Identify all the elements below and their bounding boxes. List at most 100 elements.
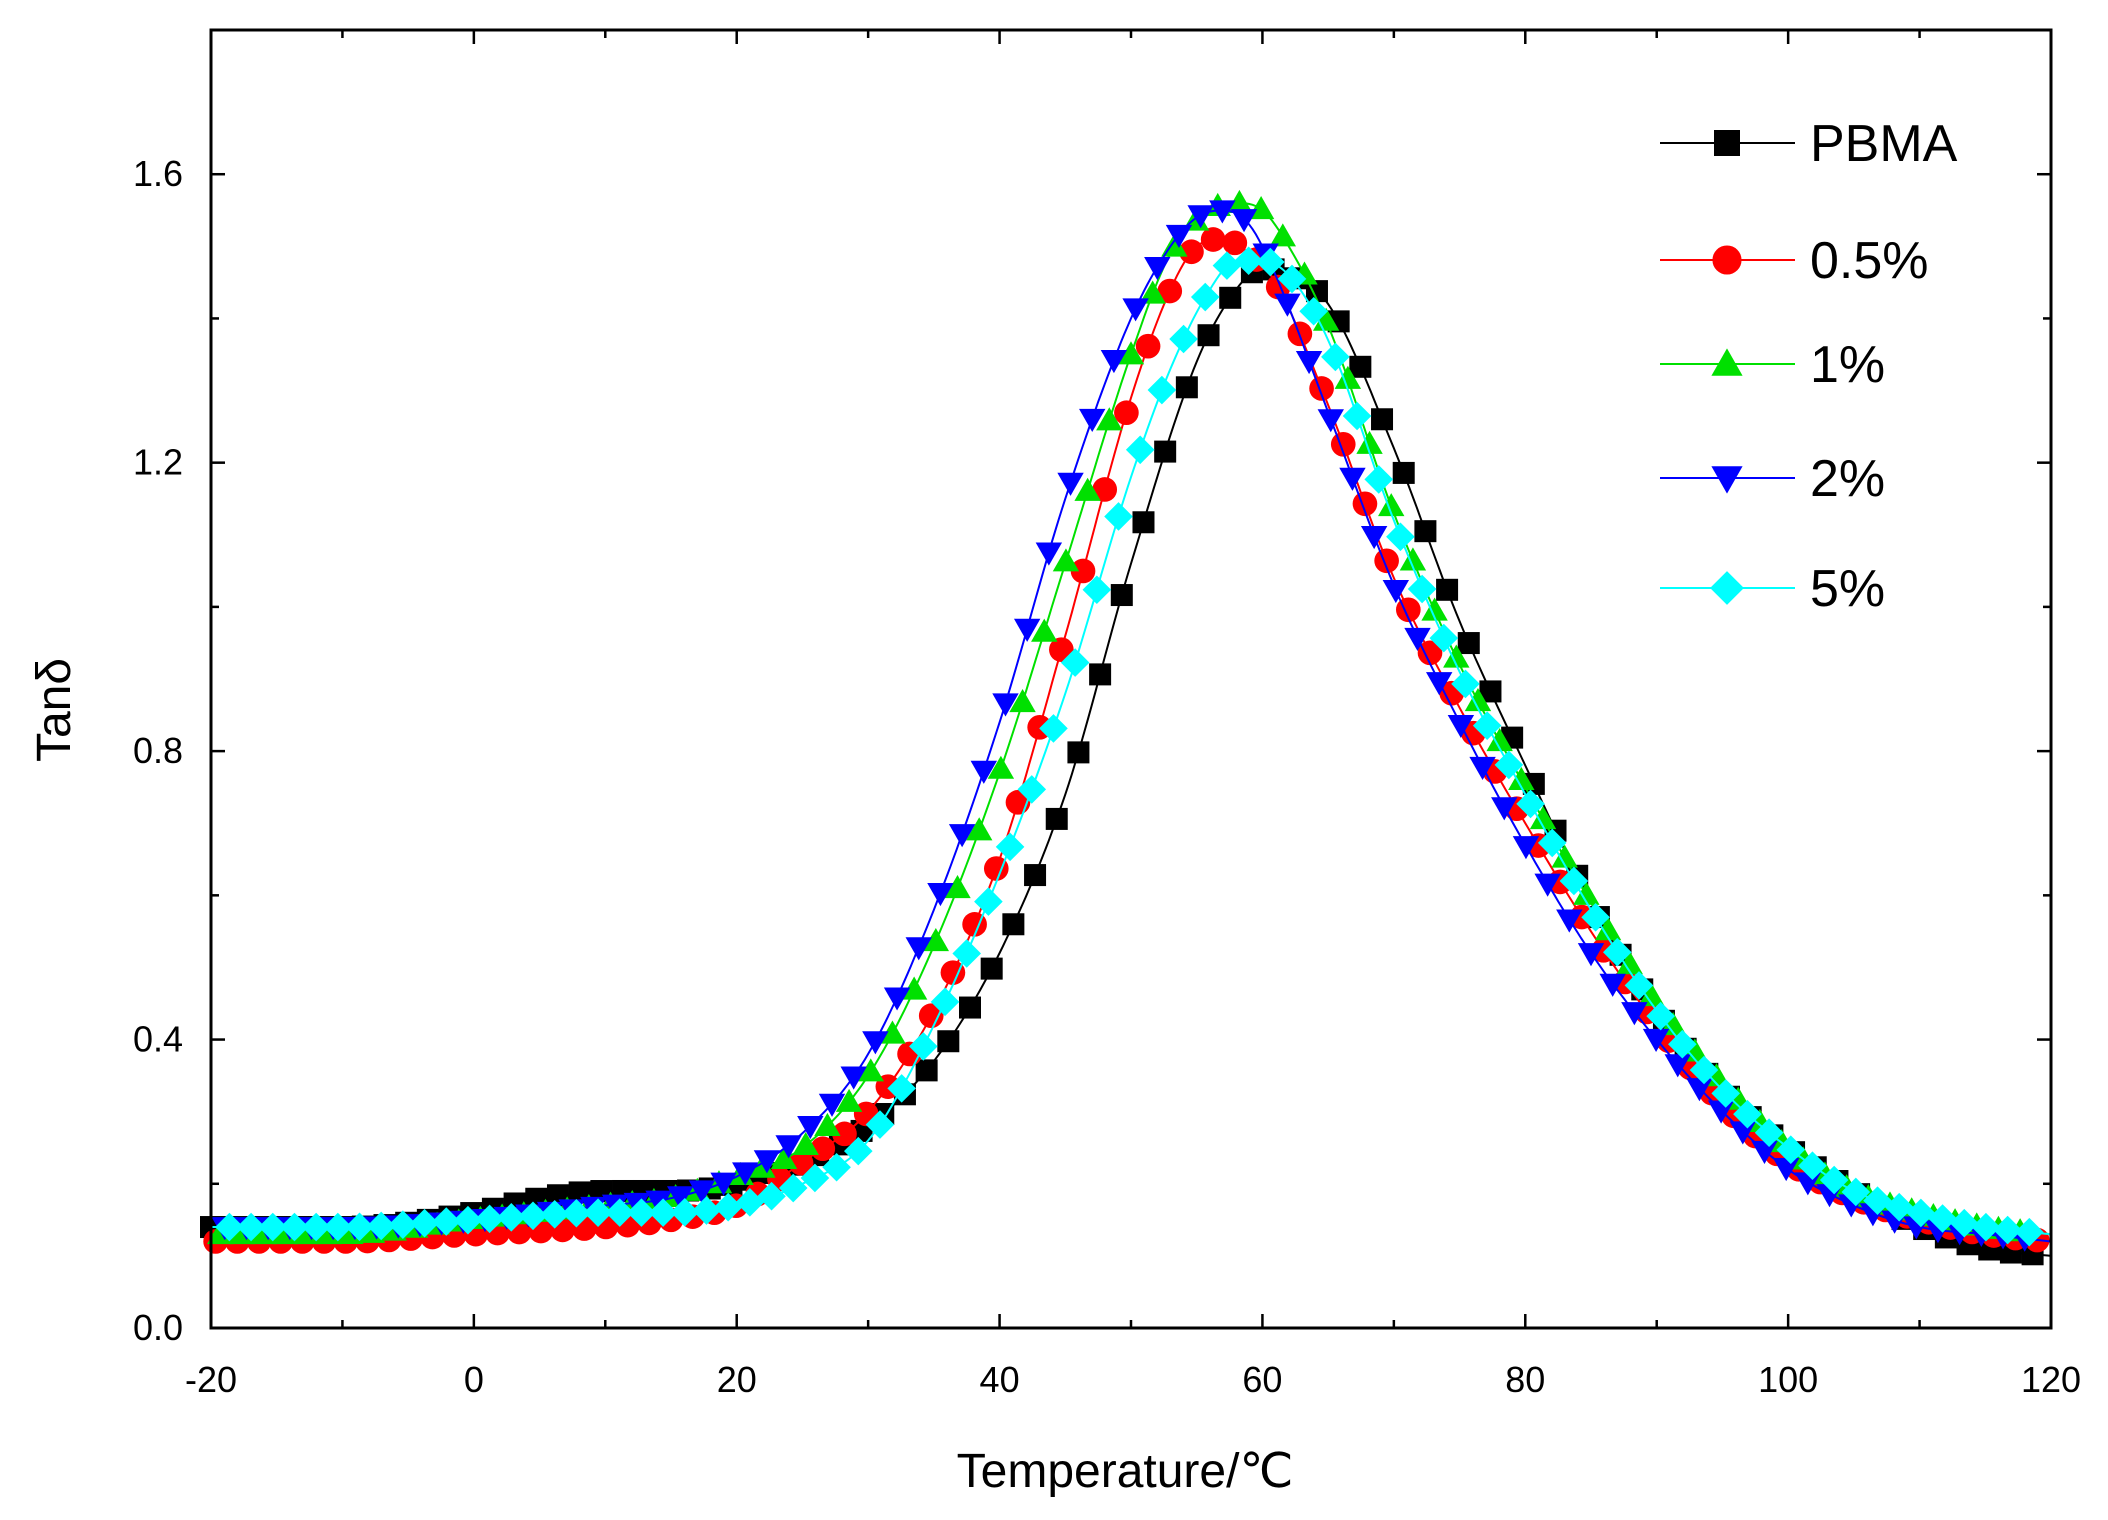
- data-point-5pct: [1776, 1135, 1806, 1165]
- data-point-5pct: [540, 1200, 569, 1229]
- data-point-5pct: [1993, 1215, 2022, 1245]
- y-axis-title: Tanδ: [28, 658, 81, 762]
- x-tick-label: 60: [1242, 1359, 1282, 1400]
- data-point-pbma: [915, 1059, 938, 1082]
- data-point-5pct: [778, 1173, 808, 1203]
- data-point-2pct: [1013, 618, 1041, 642]
- data-point-2pct: [927, 883, 954, 907]
- data-point-2pct: [1100, 350, 1128, 374]
- data-point-0-5pct: [1114, 400, 1139, 426]
- data-point-1pct: [1312, 307, 1340, 331]
- x-tick-label: 100: [1758, 1359, 1818, 1400]
- data-point-5pct: [605, 1198, 635, 1227]
- data-point-5pct: [583, 1198, 613, 1227]
- data-point-5pct: [1082, 575, 1112, 605]
- data-point-2pct: [1751, 1140, 1778, 1164]
- data-point-1pct: [900, 976, 928, 1000]
- data-point-2pct: [1144, 256, 1171, 281]
- data-point-5pct: [1212, 251, 1242, 280]
- legend-marker: [1711, 466, 1743, 494]
- data-point-5pct: [345, 1212, 374, 1242]
- data-point-5pct: [1863, 1186, 1892, 1215]
- data-point-2pct: [1642, 1028, 1670, 1052]
- data-point-5pct: [692, 1196, 721, 1225]
- data-point-5pct: [1060, 648, 1090, 677]
- data-point-5pct: [388, 1210, 418, 1239]
- data-point-5pct: [1017, 775, 1047, 804]
- legend: PBMA 0.5% 1% 2% 5%: [1660, 115, 1958, 618]
- data-point-5pct: [1884, 1192, 1914, 1222]
- data-point-5pct: [974, 887, 1003, 916]
- data-point-pbma: [1436, 578, 1459, 601]
- data-point-2pct: [1382, 579, 1410, 604]
- data-point-1pct: [1334, 365, 1362, 389]
- data-point-1pct: [1074, 477, 1101, 501]
- data-point-2pct: [1187, 205, 1214, 229]
- data-point-5pct: [1928, 1204, 1957, 1233]
- legend-item-0-5pct: 0.5%: [1660, 232, 1929, 290]
- data-point-0-5pct: [918, 1003, 944, 1029]
- data-point-1pct: [1096, 407, 1123, 431]
- data-point-5pct: [713, 1192, 743, 1222]
- data-point-pbma: [1479, 680, 1502, 703]
- data-point-1pct: [1009, 689, 1036, 713]
- data-point-2pct: [645, 1190, 672, 1214]
- data-point-2pct: [1729, 1121, 1756, 1145]
- data-point-2pct: [1664, 1054, 1691, 1078]
- legend-item-2pct: 2%: [1660, 450, 1885, 508]
- data-point-2pct: [1512, 836, 1540, 860]
- data-point-2pct: [1556, 909, 1583, 933]
- data-point-1pct: [1443, 644, 1470, 668]
- data-point-5pct: [865, 1110, 895, 1139]
- data-point-1pct: [1573, 881, 1600, 905]
- data-point-2pct: [948, 824, 976, 848]
- data-point-1pct: [770, 1145, 798, 1170]
- data-point-0-5pct: [1200, 227, 1226, 252]
- data-point-0-5pct: [788, 1150, 814, 1176]
- data-point-5pct: [1841, 1177, 1871, 1207]
- data-point-pbma: [1457, 632, 1480, 655]
- data-point-2pct: [862, 1031, 889, 1055]
- data-point-2pct: [1209, 200, 1236, 224]
- x-tick-label: 40: [980, 1359, 1020, 1400]
- data-point-5pct: [1147, 375, 1177, 405]
- data-point-2pct: [688, 1180, 716, 1204]
- data-point-2pct: [1274, 293, 1301, 317]
- data-point-2pct: [1621, 1002, 1648, 1026]
- data-point-5pct: [822, 1152, 851, 1182]
- data-point-5pct: [1277, 264, 1307, 294]
- data-point-0-5pct: [940, 960, 966, 985]
- axes: -20 0 20 40 60 80 100 120 0.0 0.4 0.8 1.2 1.6: [133, 28, 2081, 1400]
- data-point-2pct: [797, 1115, 824, 1140]
- data-point-1pct: [1031, 618, 1058, 642]
- data-point-0-5pct: [1179, 239, 1204, 265]
- data-point-0-5pct: [1049, 637, 1074, 662]
- data-point-1pct: [1399, 547, 1427, 571]
- data-point-5pct: [1559, 866, 1589, 896]
- data-point-2pct: [1317, 409, 1344, 433]
- data-point-pbma: [1110, 584, 1133, 607]
- data-point-5pct: [1190, 282, 1220, 312]
- data-point-5pct: [1321, 342, 1350, 372]
- data-point-5pct: [1039, 714, 1068, 743]
- data-point-5pct: [1646, 1001, 1675, 1031]
- data-point-2pct: [1339, 467, 1366, 491]
- data-point-1pct: [835, 1088, 863, 1112]
- data-point-2pct: [710, 1172, 737, 1196]
- data-point-5pct: [952, 939, 982, 968]
- data-point-2pct: [1360, 526, 1388, 550]
- x-tick-label: 120: [2021, 1359, 2081, 1400]
- data-point-1pct: [1356, 430, 1383, 454]
- x-axis-title: Temperature/℃: [957, 1445, 1294, 1498]
- data-point-5pct: [1169, 324, 1198, 354]
- legend-marker: [1712, 245, 1742, 275]
- data-point-5pct: [1711, 1079, 1741, 1108]
- data-point-5pct: [930, 987, 960, 1017]
- data-point-0-5pct: [1135, 333, 1161, 359]
- data-point-0-5pct: [1309, 376, 1334, 401]
- data-point-1pct: [1486, 728, 1513, 752]
- data-point-5pct: [215, 1212, 244, 1242]
- data-point-5pct: [1602, 937, 1632, 967]
- data-point-pbma: [1197, 324, 1220, 347]
